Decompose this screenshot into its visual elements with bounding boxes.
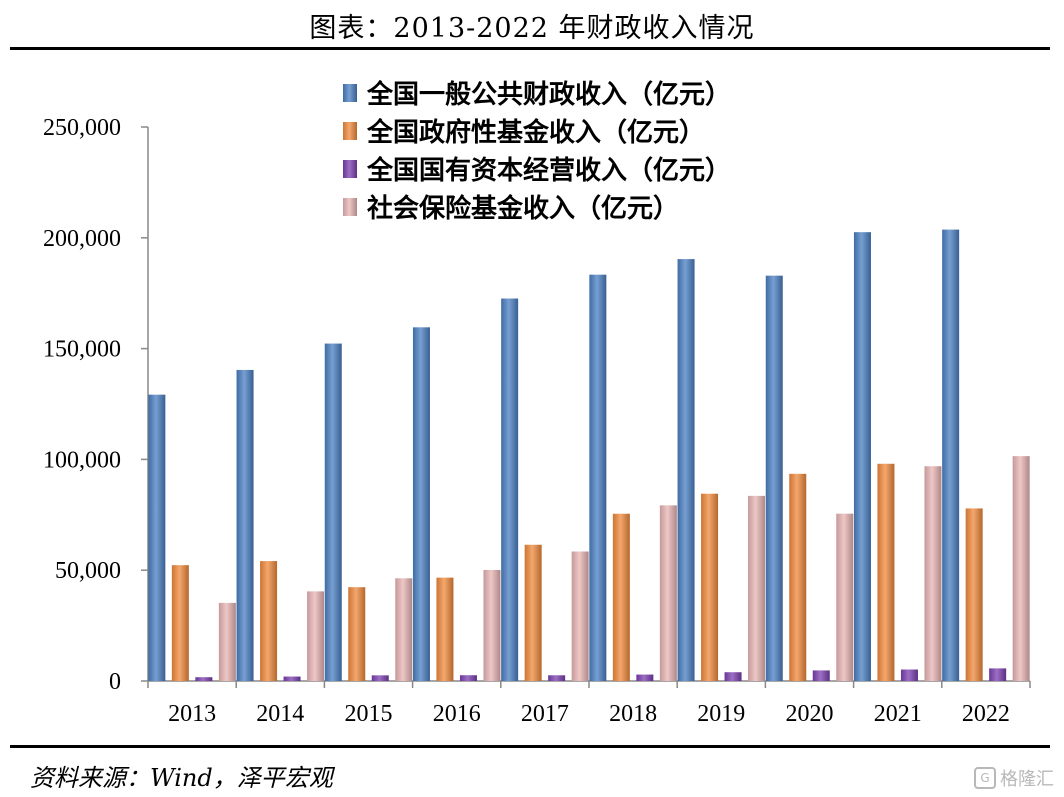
x-tick-label: 2017 (521, 701, 569, 727)
legend-label: 全国一般公共财政收入（亿元） (366, 79, 731, 110)
x-tick-label: 2022 (962, 701, 1010, 727)
bar-series2-2016 (436, 577, 454, 681)
y-tick-label: 50,000 (55, 558, 121, 584)
bar-series1-2021 (853, 232, 871, 681)
bar-series2-2020 (789, 473, 807, 681)
x-tick-label: 2021 (874, 701, 922, 727)
legend-swatch (343, 160, 357, 178)
y-tick-label: 250,000 (43, 115, 121, 141)
y-tick-label: 150,000 (43, 337, 121, 363)
bar-series4-2019 (748, 495, 766, 681)
bar-series2-2017 (524, 544, 542, 681)
x-tick-label: 2020 (786, 701, 834, 727)
y-tick-label: 200,000 (43, 226, 121, 252)
bottom-rule (10, 745, 1050, 748)
bar-series2-2019 (701, 493, 719, 681)
bar-series3-2014 (283, 676, 301, 681)
bar-series1-2014 (236, 369, 254, 681)
bar-series2-2015 (348, 587, 366, 681)
bar-series1-2020 (765, 275, 783, 681)
chart-title: 图表：2013-2022 年财政收入情况 (309, 13, 755, 44)
legend-swatch (343, 84, 357, 102)
y-tick-label: 0 (109, 669, 121, 695)
legend-label: 全国国有资本经营收入（亿元） (366, 155, 731, 186)
watermark: G 格隆汇 (974, 765, 1054, 791)
bar-series2-2014 (260, 561, 278, 681)
watermark-logo-icon: G (974, 767, 996, 789)
x-tick-label: 2014 (256, 701, 304, 727)
bar-series4-2021 (924, 466, 942, 681)
bar-series1-2017 (501, 298, 519, 681)
bar-series1-2018 (589, 274, 607, 681)
x-tick-label: 2013 (168, 701, 216, 727)
bar-series1-2022 (942, 229, 960, 681)
bar-series4-2013 (218, 602, 236, 681)
bar-series3-2013 (195, 677, 213, 681)
bar-series4-2017 (571, 551, 589, 681)
bar-series2-2013 (171, 565, 189, 681)
source-note: 资料来源：Wind，泽平宏观 (30, 764, 333, 792)
bar-series4-2014 (307, 591, 325, 681)
x-tick-label: 2018 (609, 701, 657, 727)
bar-series1-2013 (148, 394, 166, 681)
bar-series3-2016 (459, 675, 477, 681)
bar-series3-2018 (636, 674, 654, 681)
bar-series3-2017 (548, 675, 566, 681)
x-tick-label: 2016 (433, 701, 481, 727)
legend-swatch (343, 198, 357, 216)
legend-label: 全国政府性基金收入（亿元） (366, 117, 705, 148)
top-rule (10, 47, 1050, 50)
watermark-text: 格隆汇 (1000, 769, 1054, 790)
bar-series2-2018 (612, 513, 630, 681)
bar-series2-2022 (965, 508, 983, 681)
bar-chart: 0 50,000 100,000 150,000 200,000 250,000 2013 2… (43, 79, 1031, 727)
bar-series4-2020 (836, 513, 854, 681)
bar-series3-2015 (371, 675, 389, 681)
bar-series4-2022 (1012, 456, 1030, 681)
legend-swatch (343, 122, 357, 140)
bar-series1-2015 (324, 343, 342, 681)
bar-series1-2019 (677, 259, 695, 681)
bar-series3-2021 (900, 669, 918, 681)
bar-series4-2016 (483, 569, 501, 681)
bar-series3-2020 (812, 670, 830, 681)
bar-series4-2015 (395, 578, 413, 681)
bar-series1-2016 (412, 327, 430, 681)
bar-series3-2019 (724, 672, 742, 681)
bar-series4-2018 (659, 505, 677, 681)
legend-label: 社会保险基金收入（亿元） (367, 193, 679, 224)
y-tick-label: 100,000 (43, 447, 121, 473)
bar-series3-2022 (989, 668, 1007, 681)
x-tick-label: 2019 (697, 701, 745, 727)
bar-series2-2021 (877, 463, 895, 681)
x-tick-label: 2015 (345, 701, 393, 727)
